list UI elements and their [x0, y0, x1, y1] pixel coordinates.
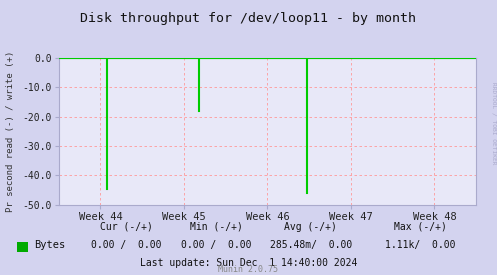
Text: 285.48m/  0.00: 285.48m/ 0.00	[269, 240, 352, 250]
Text: RRDTOOL / TOBI OETIKER: RRDTOOL / TOBI OETIKER	[491, 82, 496, 165]
Text: Last update: Sun Dec  1 14:40:00 2024: Last update: Sun Dec 1 14:40:00 2024	[140, 258, 357, 268]
Text: Max (-/+): Max (-/+)	[394, 222, 446, 232]
Text: Munin 2.0.75: Munin 2.0.75	[219, 265, 278, 274]
Text: Cur (-/+): Cur (-/+)	[100, 222, 153, 232]
Text: 0.00 /  0.00: 0.00 / 0.00	[91, 240, 162, 250]
Text: Disk throughput for /dev/loop11 - by month: Disk throughput for /dev/loop11 - by mon…	[81, 12, 416, 25]
Text: Min (-/+): Min (-/+)	[190, 222, 243, 232]
Text: Avg (-/+): Avg (-/+)	[284, 222, 337, 232]
Text: 0.00 /  0.00: 0.00 / 0.00	[181, 240, 251, 250]
Text: Bytes: Bytes	[34, 240, 65, 250]
Text: 1.11k/  0.00: 1.11k/ 0.00	[385, 240, 455, 250]
Text: Pr second read (-) / write (+): Pr second read (-) / write (+)	[6, 51, 15, 212]
